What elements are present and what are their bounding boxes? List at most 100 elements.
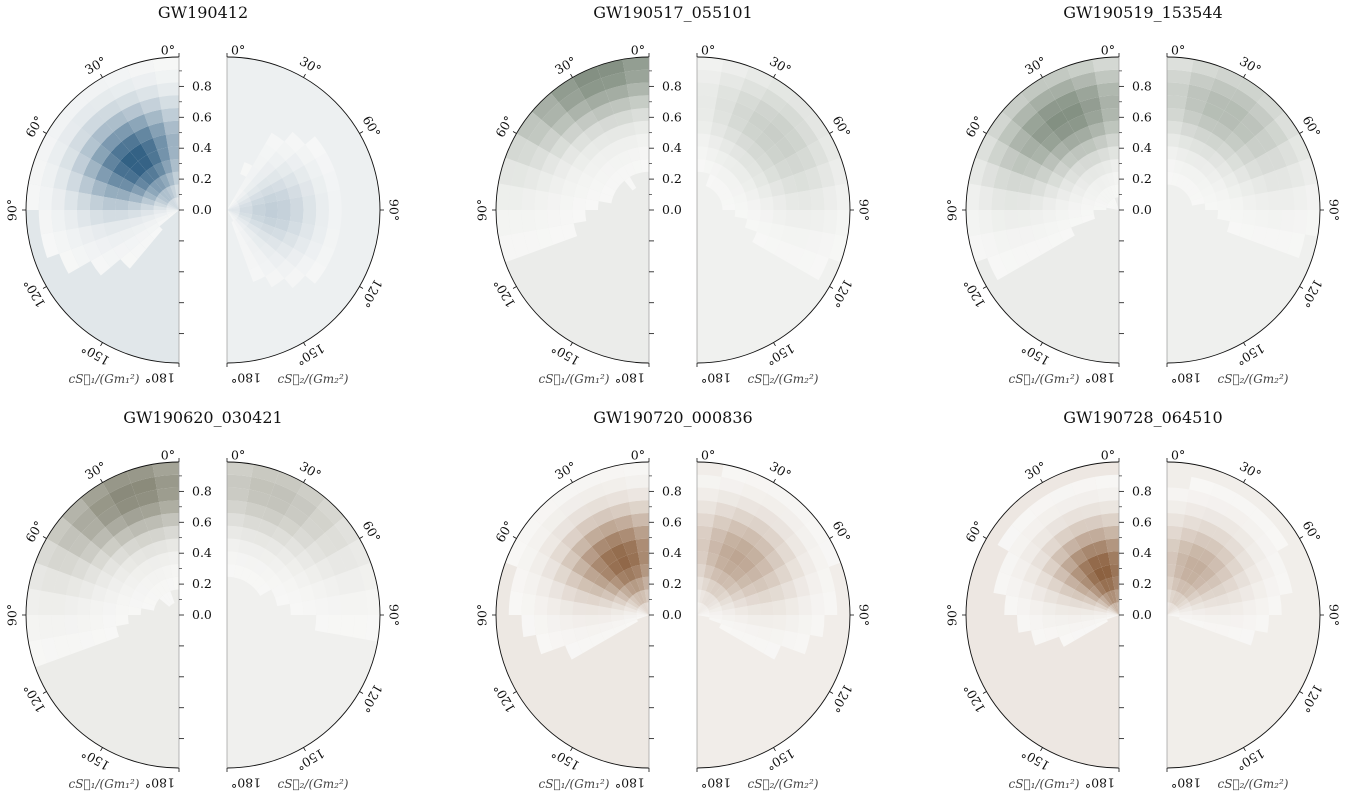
angle-tick-mark (773, 478, 776, 483)
heatmap-cell (1085, 185, 1100, 198)
heatmap-cell (561, 584, 578, 602)
heatmap-cell (741, 583, 757, 598)
heatmap-cell (78, 225, 96, 245)
heatmap-cell (1167, 538, 1181, 553)
heatmap-cell (551, 112, 576, 137)
heatmap-cell (1029, 599, 1044, 615)
heatmap-cell (1074, 531, 1093, 549)
heatmap-cell (709, 581, 722, 596)
heatmap-cell (623, 617, 638, 624)
angle-tick-label: 60° (492, 113, 516, 140)
heatmap-cell (161, 108, 179, 123)
heatmap-cell (305, 261, 327, 284)
heatmap-cell (1167, 610, 1180, 615)
heatmap-cell (262, 192, 278, 204)
heatmap-cell (835, 183, 850, 210)
heatmap-cell (1081, 196, 1096, 206)
angle-tick-mark (1040, 342, 1043, 347)
angle-tick-mark (829, 286, 834, 289)
heatmap-cell (714, 555, 729, 571)
heatmap-cell (1055, 615, 1069, 627)
heatmap-cell (617, 150, 632, 166)
primary-spin-outline (495, 56, 650, 364)
heatmap-cell (796, 551, 817, 576)
heatmap-cell (736, 495, 761, 516)
heatmap-cell (622, 134, 638, 151)
heatmap-cell (780, 630, 798, 650)
heatmap-cell (1204, 606, 1218, 615)
heatmap-cell (697, 120, 713, 135)
angle-tick-mark (1243, 73, 1246, 78)
heatmap-cell (1078, 559, 1094, 576)
angle-tick-mark (1299, 286, 1304, 289)
heatmap-cell (1242, 615, 1257, 631)
heatmap-cell (1167, 158, 1176, 173)
heatmap-cell (538, 128, 562, 153)
heatmap-cell (317, 497, 345, 525)
heatmap-cell (716, 185, 731, 198)
heatmap-cell (300, 517, 325, 542)
heatmap-cell (166, 205, 179, 210)
heatmap-cell (83, 564, 102, 585)
heatmap-cell (1069, 548, 1088, 567)
heatmap-cell (585, 495, 610, 516)
heatmap-cell (145, 185, 160, 198)
heatmap-cell (708, 606, 723, 613)
heatmap-cell (40, 567, 60, 593)
heatmap-cell (572, 471, 602, 494)
heatmap-cell (115, 615, 129, 627)
angle-tick-label: 180° (701, 371, 731, 386)
heatmap-cell (131, 589, 146, 602)
heatmap-cell (705, 147, 719, 163)
heatmap-cell (259, 242, 276, 259)
heatmap-cell (290, 493, 318, 518)
heatmap-cell (227, 551, 239, 565)
heatmap-cell (47, 139, 69, 167)
heatmap-cell (121, 102, 145, 122)
heatmap-cell (734, 615, 748, 624)
heatmap-cell (719, 623, 733, 635)
heatmap-cell (1167, 602, 1170, 615)
heatmap-cell (1095, 619, 1108, 628)
heatmap-cell (710, 122, 728, 139)
heatmap-cell (1184, 150, 1199, 166)
heatmap-cell (1179, 176, 1192, 191)
heatmap-cell (112, 565, 131, 584)
angle-tick-label: 60° (492, 518, 516, 545)
heatmap-cell (772, 599, 787, 615)
angle-tick-label: 30° (767, 53, 794, 77)
heatmap-cell (637, 551, 649, 565)
heatmap-cell (1178, 606, 1193, 613)
heatmap-cell (737, 556, 756, 575)
heatmap-cell (1005, 227, 1024, 250)
heatmap-cell (1242, 194, 1257, 210)
spin-disk-panel: GW190728_0645100°30°60°90°120°150°180°0°… (945, 408, 1342, 791)
angle-tick-label: 30° (1022, 458, 1049, 482)
heatmap-cell (1021, 517, 1046, 542)
heatmap-cell (734, 210, 748, 219)
spin-disk-panel: GW190720_0008360°30°60°90°120°150°180°0°… (475, 408, 872, 791)
heatmap-cell (78, 175, 96, 195)
heatmap-cell (26, 588, 41, 615)
heatmap-cell (729, 566, 746, 583)
radial-tick-label: 0.8 (192, 78, 212, 93)
heatmap-cell (599, 548, 618, 567)
radial-tick-label: 0.0 (192, 202, 212, 217)
heatmap-cell (697, 608, 709, 615)
heatmap-cell (697, 612, 710, 615)
heatmap-cell (609, 96, 632, 115)
heatmap-cell (1079, 501, 1102, 520)
angle-tick-label: 0° (701, 43, 715, 58)
heatmap-cell (807, 253, 829, 281)
heatmap-cell (1048, 78, 1076, 100)
heatmap-cell (604, 126, 623, 144)
heatmap-cell (632, 592, 643, 606)
heatmap-cell (1063, 574, 1080, 590)
heatmap-cell (792, 632, 811, 655)
heatmap-cell (1182, 514, 1202, 532)
heatmap-cell (804, 516, 830, 545)
angle-tick-label: 90° (387, 199, 402, 221)
heatmap-cell (172, 198, 179, 210)
heatmap-cell (236, 193, 250, 204)
heatmap-cell (266, 574, 283, 590)
